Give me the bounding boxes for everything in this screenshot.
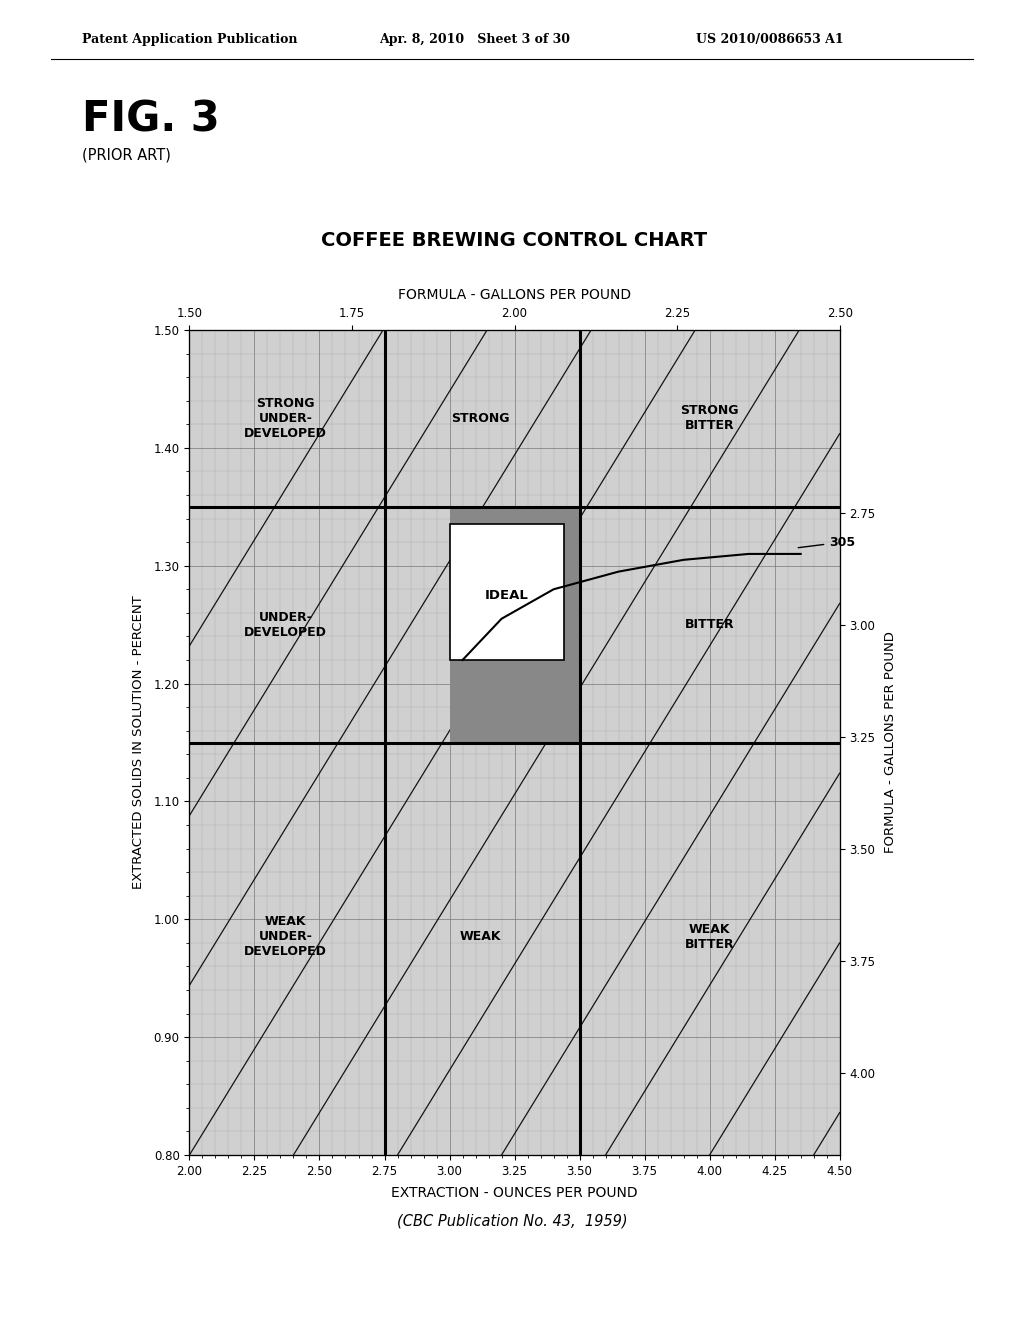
Y-axis label: EXTRACTED SOLIDS IN SOLUTION - PERCENT: EXTRACTED SOLIDS IN SOLUTION - PERCENT	[132, 595, 145, 890]
X-axis label: EXTRACTION - OUNCES PER POUND: EXTRACTION - OUNCES PER POUND	[391, 1187, 638, 1200]
Bar	[450, 507, 580, 743]
Text: STRONG
BITTER: STRONG BITTER	[680, 404, 739, 433]
Text: Patent Application Publication: Patent Application Publication	[82, 33, 297, 46]
Text: STRONG
UNDER-
DEVELOPED: STRONG UNDER- DEVELOPED	[245, 397, 327, 440]
Text: WEAK
UNDER-
DEVELOPED: WEAK UNDER- DEVELOPED	[245, 916, 327, 958]
Text: BITTER: BITTER	[685, 618, 734, 631]
Text: WEAK
BITTER: WEAK BITTER	[685, 923, 734, 950]
Text: (PRIOR ART): (PRIOR ART)	[82, 148, 171, 162]
Text: STRONG: STRONG	[452, 412, 510, 425]
Text: UNDER-
DEVELOPED: UNDER- DEVELOPED	[245, 611, 327, 639]
Y-axis label: FORMULA - GALLONS PER POUND: FORMULA - GALLONS PER POUND	[884, 631, 897, 854]
Text: 305: 305	[799, 536, 855, 549]
Text: US 2010/0086653 A1: US 2010/0086653 A1	[696, 33, 844, 46]
Text: WEAK: WEAK	[460, 931, 502, 944]
Text: (CBC Publication No. 43,  1959): (CBC Publication No. 43, 1959)	[396, 1213, 628, 1229]
Text: IDEAL: IDEAL	[484, 589, 528, 602]
Title: COFFEE BREWING CONTROL CHART: COFFEE BREWING CONTROL CHART	[322, 231, 708, 251]
X-axis label: FORMULA - GALLONS PER POUND: FORMULA - GALLONS PER POUND	[398, 288, 631, 302]
Text: FIG. 3: FIG. 3	[82, 99, 220, 141]
Text: Apr. 8, 2010   Sheet 3 of 30: Apr. 8, 2010 Sheet 3 of 30	[379, 33, 570, 46]
Bar	[450, 524, 564, 660]
